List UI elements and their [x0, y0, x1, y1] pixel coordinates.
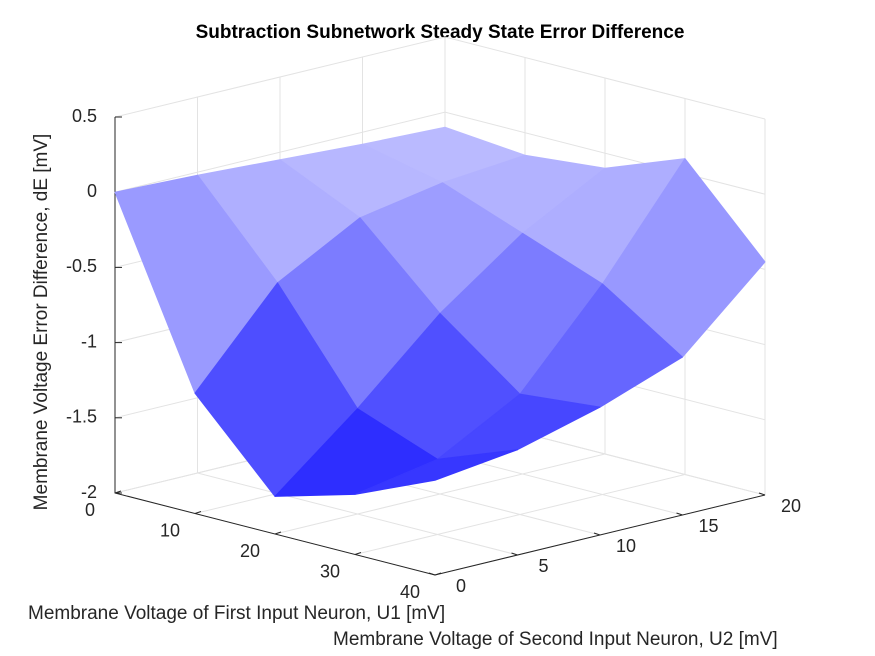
x-tick [114, 490, 122, 494]
x-tick [194, 511, 202, 514]
z-tick-label: -0.5 [66, 256, 97, 276]
y-tick-label: 10 [616, 536, 636, 556]
y-tick [758, 492, 766, 496]
y-tick [676, 512, 683, 516]
x-tick-label: 20 [240, 541, 260, 561]
x-tick-label: 30 [320, 561, 340, 581]
y-tick [593, 532, 601, 536]
y-axis-label: Membrane Voltage of Second Input Neuron,… [333, 629, 778, 650]
surface-patch [354, 449, 518, 495]
x-tick-label: 0 [85, 500, 95, 520]
z-tick-label: -1 [81, 331, 97, 351]
x-tick-label: 40 [400, 582, 420, 602]
grid-line [114, 36, 766, 120]
z-tick-label: 0.5 [72, 106, 97, 126]
x-tick-label: 10 [160, 520, 180, 540]
y-tick-label: 15 [698, 516, 718, 536]
x-tick [434, 572, 442, 576]
y-tick-label: 5 [538, 556, 548, 576]
z-axis-label: Membrane Voltage Error Difference, dE [m… [31, 134, 52, 511]
z-tick-label: -2 [81, 482, 97, 502]
y-tick-label: 20 [781, 496, 801, 516]
z-tick-label: -1.5 [66, 407, 97, 427]
x-tick [274, 531, 282, 535]
x-axis-label: Membrane Voltage of First Input Neuron, … [28, 603, 445, 624]
y-tick [511, 552, 518, 556]
z-tick-label: 0 [87, 181, 97, 201]
y-tick [428, 572, 436, 576]
x-tick [354, 552, 362, 555]
y-tick-label: 0 [456, 576, 466, 596]
chart-title: Subtraction Subnetwork Steady State Erro… [196, 22, 685, 43]
